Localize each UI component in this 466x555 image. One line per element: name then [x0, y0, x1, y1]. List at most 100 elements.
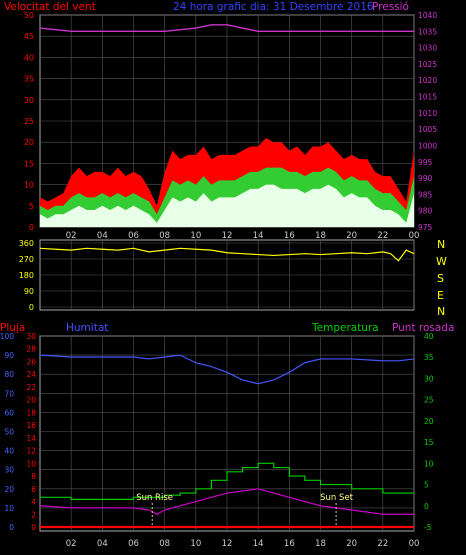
- humidity-ytick-16: 16: [26, 421, 36, 430]
- pressure-ytick-980: 980: [418, 207, 433, 216]
- pressure-ytick-995: 995: [418, 158, 433, 167]
- dir-ytick-0: 0: [29, 303, 34, 312]
- temperature-ytick--5: -5: [424, 523, 432, 532]
- wind-ytick-50: 50: [24, 11, 34, 20]
- wind-xtick-22: 22: [377, 231, 388, 241]
- wind-ytick-40: 40: [24, 53, 34, 62]
- series-layer: [39, 24, 415, 529]
- rain-ytick-90: 90: [4, 351, 14, 360]
- pressure-ytick-1005: 1005: [418, 125, 437, 134]
- climate-xtick-14: 14: [253, 539, 264, 549]
- temperature-ytick-5: 5: [424, 481, 429, 490]
- dir-ytick-90: 90: [24, 287, 34, 296]
- sunrise-label: Sun Rise: [136, 493, 173, 503]
- wind-xtick-10: 10: [190, 231, 201, 241]
- rain-ytick-100: 100: [0, 332, 14, 341]
- compass-labels: N W S E N: [436, 238, 447, 318]
- compass-e: E: [437, 289, 444, 302]
- wind-low-area: [40, 184, 414, 227]
- climate-xtick-00: 00: [409, 539, 420, 549]
- temperature-ytick-30: 30: [424, 374, 434, 383]
- wind-ytick-35: 35: [24, 75, 34, 84]
- compass-n-top: N: [437, 238, 445, 251]
- climate-xtick-04: 04: [97, 539, 108, 549]
- dir-ytick-180: 180: [19, 271, 34, 280]
- humidity-ytick-20: 20: [26, 396, 36, 405]
- climate-xtick-12: 12: [222, 539, 233, 549]
- pressure-ytick-1010: 1010: [418, 109, 437, 118]
- tick-labels-layer: 02 04 06 08 10 12 14 16 18 20 22 000510152025303540…: [0, 11, 437, 549]
- pressure-line: [39, 24, 414, 33]
- rain-ytick-10: 10: [4, 504, 14, 513]
- temperature-ytick-35: 35: [424, 353, 434, 362]
- wind-xtick-14: 14: [253, 231, 264, 241]
- grid-layer: [40, 14, 415, 531]
- humidity-ytick-0: 0: [31, 523, 36, 532]
- compass-s: S: [437, 272, 444, 285]
- temperature-ytick-0: 0: [424, 502, 429, 511]
- humidity-ytick-18: 18: [26, 408, 36, 417]
- climate-xtick-08: 08: [159, 539, 170, 549]
- humidity-ytick-22: 22: [26, 383, 36, 392]
- pressure-ytick-990: 990: [418, 174, 433, 183]
- pressure-ytick-1020: 1020: [418, 76, 437, 85]
- temperature-title: Temperatura: [311, 322, 379, 334]
- humidity-ytick-30: 30: [26, 332, 36, 341]
- wind-ytick-15: 15: [24, 159, 34, 168]
- wind-direction-line: [39, 247, 415, 262]
- dir-ytick-360: 360: [19, 239, 34, 248]
- humidity-ytick-8: 8: [31, 472, 36, 481]
- temperature-ytick-40: 40: [424, 332, 434, 341]
- temperature-ytick-25: 25: [424, 396, 434, 405]
- humidity-ytick-12: 12: [26, 447, 36, 456]
- rain-ytick-60: 60: [4, 408, 14, 417]
- rain-ytick-70: 70: [4, 389, 14, 398]
- humidity-ytick-4: 4: [31, 498, 36, 507]
- wind-speed-title: Velocitat del vent: [4, 1, 96, 13]
- chart-date-title: 24 hora grafic dia: 31 Desembre 2016: [173, 1, 374, 13]
- wind-xtick-04: 04: [97, 231, 108, 241]
- rain-title: Pluja: [0, 322, 25, 334]
- temperature-ytick-15: 15: [424, 438, 434, 447]
- wind-ytick-30: 30: [24, 96, 34, 105]
- wind-xtick-00: 00: [409, 231, 420, 241]
- pressure-ytick-1025: 1025: [418, 60, 437, 69]
- wind-xtick-20: 20: [346, 231, 357, 241]
- climate-xtick-10: 10: [190, 539, 201, 549]
- climate-xtick-06: 06: [128, 539, 139, 549]
- wind-ytick-25: 25: [24, 117, 34, 126]
- temperature-line: [40, 462, 414, 501]
- humidity-line: [39, 354, 415, 385]
- temperature-ytick-10: 10: [424, 459, 434, 468]
- rain-ytick-30: 30: [4, 466, 14, 475]
- pressure-title: Pressió: [372, 1, 409, 13]
- pressure-ytick-1035: 1035: [418, 27, 437, 36]
- climate-xtick-16: 16: [284, 539, 295, 549]
- climate-xtick-18: 18: [315, 539, 326, 549]
- humidity-ytick-14: 14: [26, 434, 36, 443]
- humidity-ytick-26: 26: [26, 357, 36, 366]
- rain-ytick-80: 80: [4, 370, 14, 379]
- humidity-ytick-28: 28: [26, 345, 36, 354]
- sunset-label: Sun Set: [320, 493, 353, 503]
- pressure-ytick-1000: 1000: [418, 141, 437, 150]
- wind-xtick-06: 06: [128, 231, 139, 241]
- compass-w: W: [436, 255, 447, 268]
- dir-ytick-270: 270: [19, 255, 34, 264]
- wind-ytick-0: 0: [29, 223, 34, 232]
- rain-ytick-40: 40: [4, 447, 14, 456]
- wind-xtick-16: 16: [284, 231, 295, 241]
- dewpoint-line: [39, 488, 414, 515]
- humidity-ytick-6: 6: [31, 485, 36, 494]
- rain-ytick-20: 20: [4, 485, 14, 494]
- humidity-ytick-10: 10: [26, 459, 36, 468]
- wind-xtick-08: 08: [159, 231, 170, 241]
- climate-xtick-20: 20: [346, 539, 357, 549]
- pressure-ytick-975: 975: [418, 223, 433, 232]
- climate-xtick-02: 02: [66, 539, 77, 549]
- dewpoint-title: Punt rosada: [392, 322, 454, 334]
- wind-ytick-20: 20: [24, 138, 34, 147]
- rain-ytick-50: 50: [4, 428, 14, 437]
- wind-xtick-18: 18: [315, 231, 326, 241]
